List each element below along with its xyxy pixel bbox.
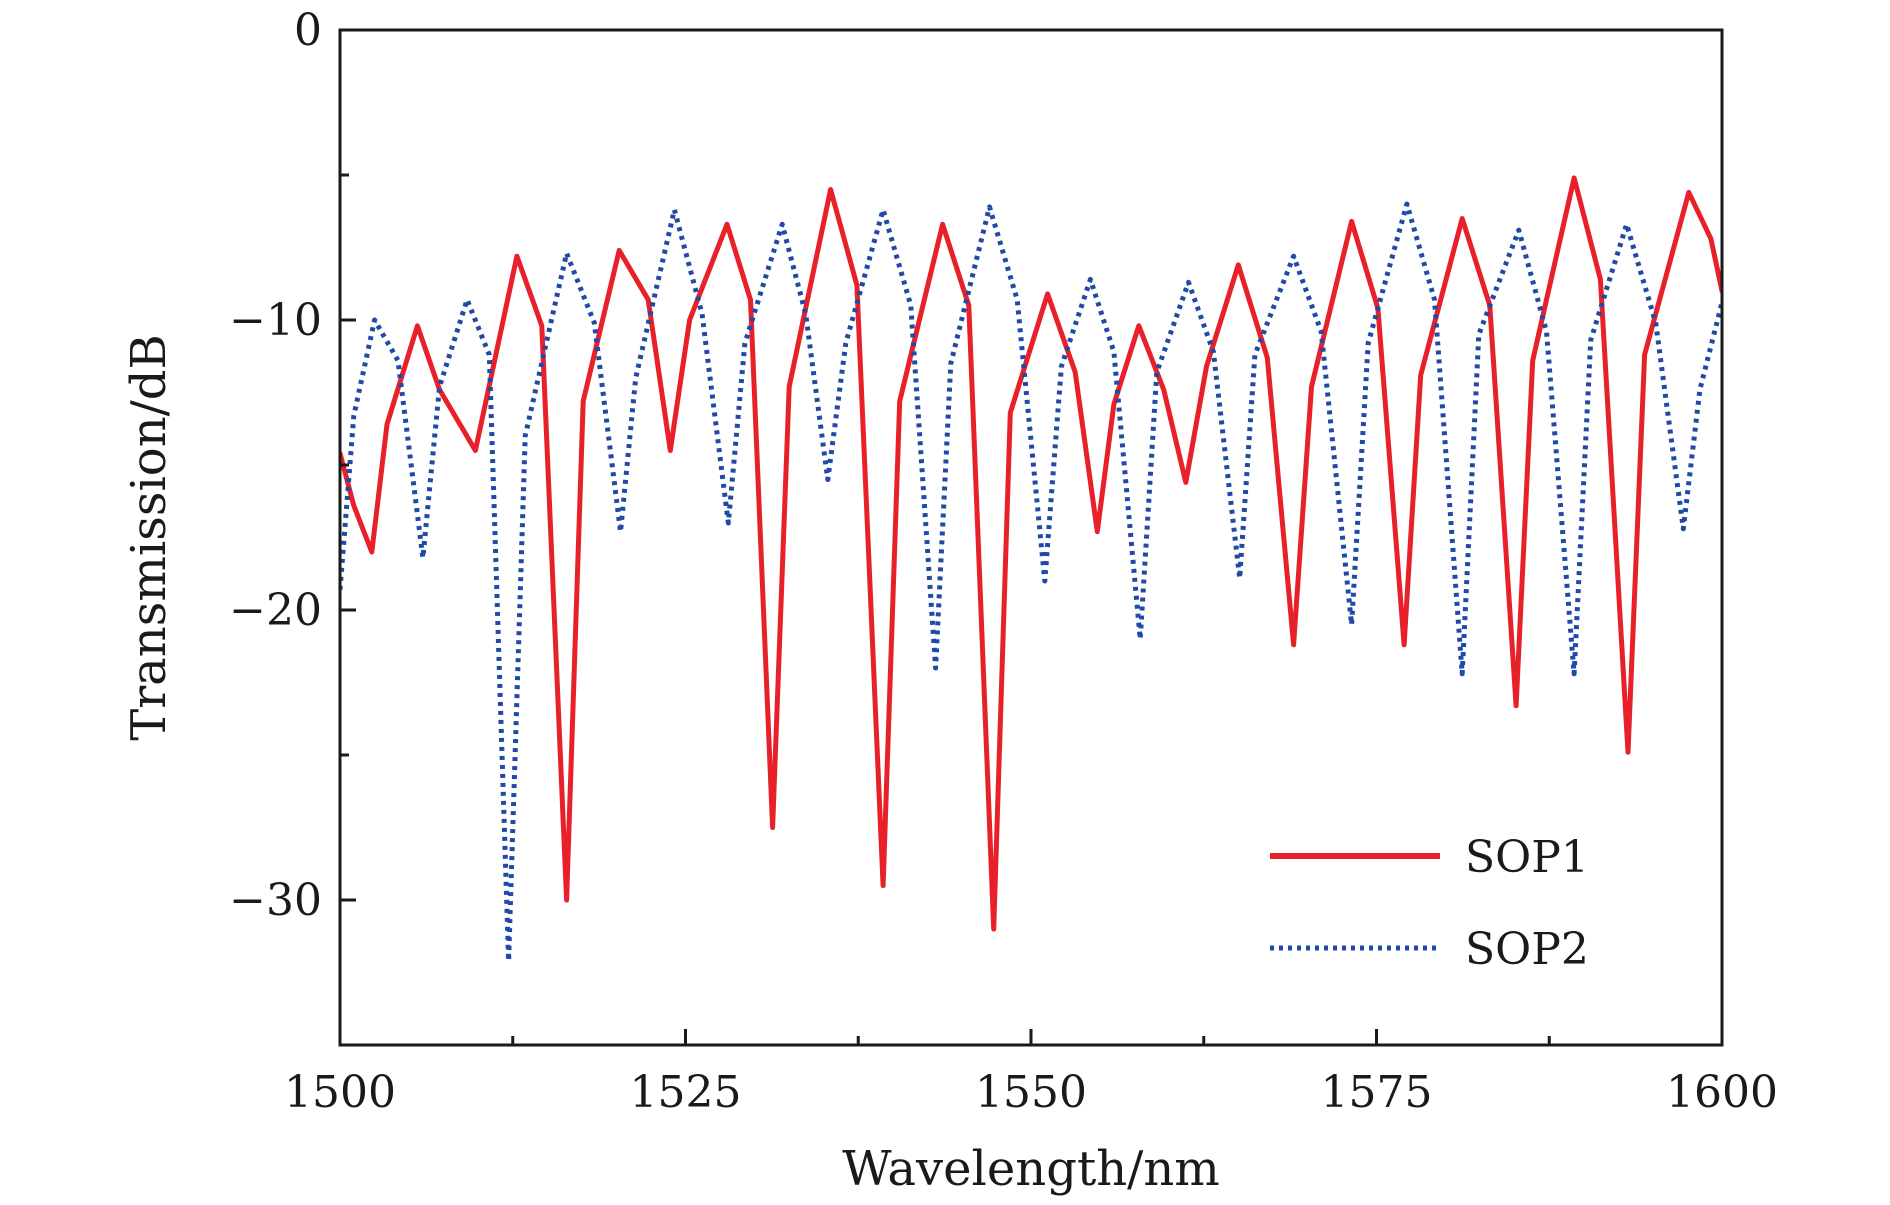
plot-frame — [338, 28, 1724, 1047]
y-axis-label: Transmission/dB — [121, 334, 177, 741]
y-tick-label: −20 — [229, 585, 322, 636]
x-tick-label: 1600 — [1666, 1067, 1778, 1118]
series-line-sop2 — [340, 201, 1722, 964]
x-tick-label: 1500 — [284, 1067, 396, 1118]
legend: SOP1 SOP2 — [1270, 832, 1589, 975]
y-tick-label: −10 — [229, 295, 322, 346]
legend-label-sop2: SOP2 — [1465, 924, 1589, 975]
x-axis-label: Wavelength/nm — [842, 1141, 1220, 1197]
axis-tick-labels: 1500 1525 1550 1575 1600 0 −10 −20 −30 — [229, 5, 1778, 1118]
y-tick-label: 0 — [294, 5, 322, 56]
plot-lines — [340, 175, 1722, 964]
legend-label-sop1: SOP1 — [1465, 832, 1589, 883]
y-tick-label: −30 — [229, 875, 322, 926]
x-tick-label: 1525 — [630, 1067, 742, 1118]
axis-ticks — [338, 28, 1724, 1045]
series-line-sop1 — [340, 175, 1722, 932]
x-tick-label: 1550 — [975, 1067, 1087, 1118]
x-tick-label: 1575 — [1321, 1067, 1433, 1118]
